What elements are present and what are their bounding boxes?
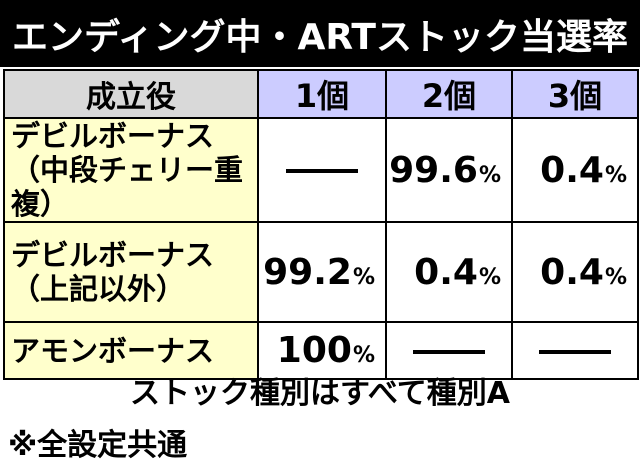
value-cell: 100% (257, 321, 387, 380)
role-cell: デビルボーナス （上記以外） (3, 221, 259, 323)
stock-type-note: ストック種別はすべて種別A (130, 376, 510, 411)
value-cell (511, 321, 639, 380)
stock-rate-table: 成立役 1個 2個 3個 デビルボーナス （中段チェリー重複） 99.6% 0.… (3, 69, 639, 380)
page-title: エンディング中・ARTストック当選率 (0, 0, 640, 67)
role-name: デビルボーナス (11, 238, 215, 272)
all-settings-note: ※全設定共通 (8, 428, 188, 463)
value-cell: 0.4% (511, 221, 639, 323)
dash-mark (413, 349, 485, 354)
role-cell: デビルボーナス （中段チェリー重複） (3, 117, 259, 223)
header-2: 2個 (385, 69, 513, 119)
role-condition: （中段チェリー重複） (11, 153, 244, 221)
role-cell: アモンボーナス (3, 321, 259, 380)
value-cell: 99.2% (257, 221, 387, 323)
value-cell: 99.6% (385, 117, 513, 223)
value-cell (385, 321, 513, 380)
header-1: 1個 (257, 69, 387, 119)
table-row: デビルボーナス （上記以外） 99.2% 0.4% 0.4% (3, 221, 639, 323)
header-role: 成立役 (3, 69, 259, 119)
value-cell (257, 117, 387, 223)
role-condition: （上記以外） (11, 272, 186, 306)
dash-mark (286, 169, 358, 173)
table-row: アモンボーナス 100% (3, 321, 639, 380)
role-name: アモンボーナス (11, 333, 215, 368)
header-3: 3個 (511, 69, 639, 119)
dash-mark (539, 349, 611, 354)
table-row: デビルボーナス （中段チェリー重複） 99.6% 0.4% (3, 117, 639, 223)
value-cell: 0.4% (385, 221, 513, 323)
role-name: デビルボーナス (11, 119, 215, 153)
value-cell: 0.4% (511, 117, 639, 223)
